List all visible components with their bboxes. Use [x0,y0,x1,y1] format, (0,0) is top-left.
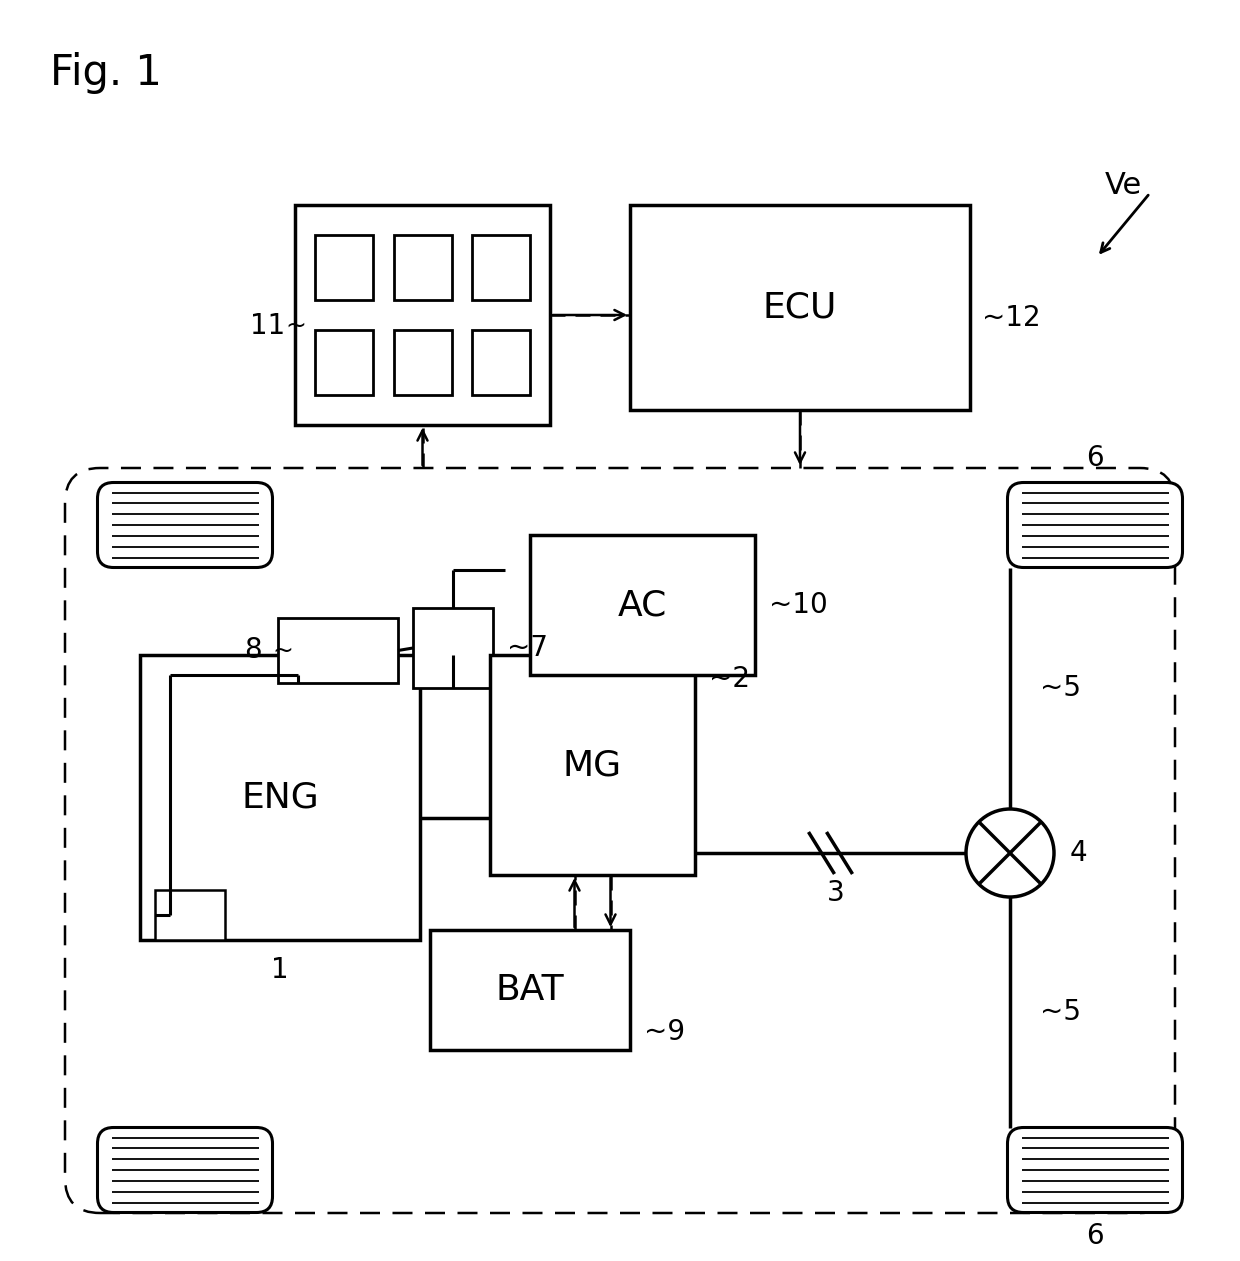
Text: ~5: ~5 [1040,675,1081,702]
Bar [155,890,224,939]
FancyBboxPatch shape [98,483,273,567]
Text: ENG: ENG [241,781,319,815]
FancyBboxPatch shape [1007,1127,1183,1213]
Bar [413,608,494,689]
Bar [393,235,451,300]
Text: AC: AC [618,588,667,622]
Bar [430,931,630,1050]
Bar [315,330,373,395]
Text: 1: 1 [272,956,289,984]
Text: ~12: ~12 [982,304,1040,332]
Bar [393,330,451,395]
Text: 11: 11 [249,311,285,340]
Bar [295,206,551,425]
Text: ~: ~ [285,314,306,338]
Text: 4: 4 [1070,839,1087,868]
Text: 3: 3 [827,879,844,907]
Bar [471,235,529,300]
FancyBboxPatch shape [1007,483,1183,567]
Bar [278,618,398,683]
Bar [471,330,529,395]
Bar [490,654,694,875]
Text: ~7: ~7 [507,634,548,662]
Text: ~5: ~5 [1040,999,1081,1026]
Bar [630,206,970,410]
Text: ECU: ECU [763,290,837,324]
Text: ~2: ~2 [709,665,750,694]
Text: ~: ~ [272,638,293,662]
Text: BAT: BAT [496,973,564,1008]
FancyBboxPatch shape [64,468,1176,1213]
Bar [140,654,420,939]
FancyBboxPatch shape [98,1127,273,1213]
Text: MG: MG [563,748,622,782]
Text: Fig. 1: Fig. 1 [50,52,162,95]
Bar [529,535,755,675]
Text: 8: 8 [244,637,262,665]
Text: ~10: ~10 [769,591,828,619]
Text: Ve: Ve [1105,170,1142,199]
Bar [315,235,373,300]
Text: 6: 6 [1086,444,1104,473]
Text: ~9: ~9 [644,1018,686,1047]
Text: 6: 6 [1086,1222,1104,1251]
